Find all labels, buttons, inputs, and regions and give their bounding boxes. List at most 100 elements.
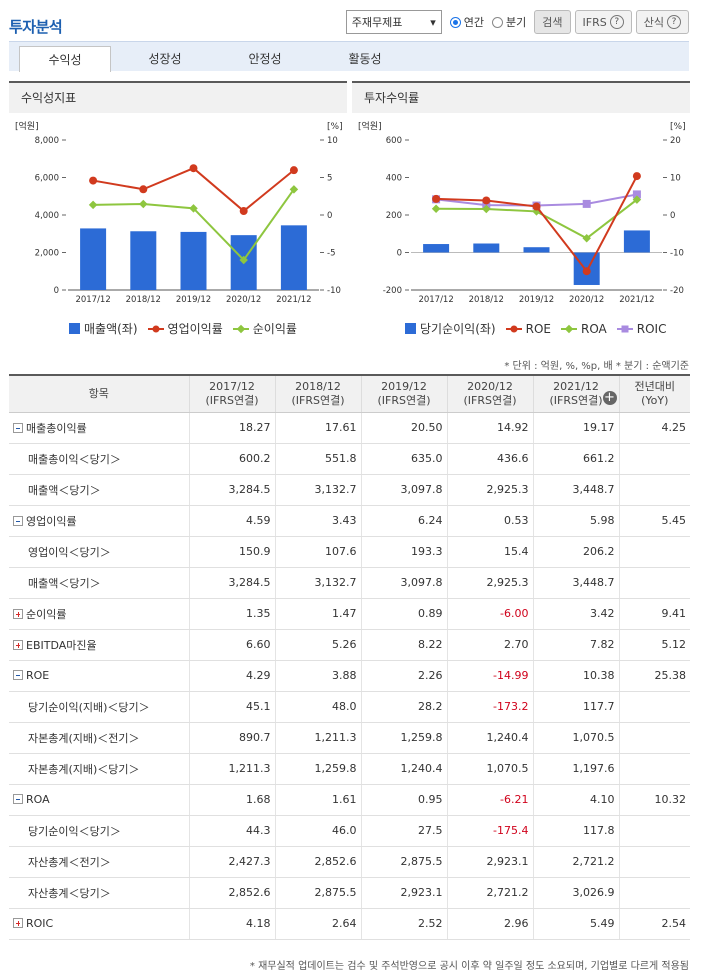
table-cell: 551.8	[274, 443, 361, 475]
radio-annual[interactable]: 연간	[449, 14, 484, 30]
tab-growth[interactable]: 성장성	[148, 52, 182, 66]
x-tick-label: 2019/12	[176, 295, 211, 305]
table-cell: -6.21	[446, 784, 533, 816]
right-tick-label: 10	[327, 136, 338, 146]
expand-icon[interactable]	[13, 608, 23, 619]
table-cell: 6.24	[360, 505, 447, 537]
legend-line-swatch	[147, 325, 164, 332]
table-row: 당기순이익(지배)＜당기＞ 45.1 48.0 28.2 -173.2 117.7	[9, 691, 690, 723]
radio-checked-icon	[449, 16, 461, 28]
table-cell: 2,925.3	[446, 474, 533, 506]
tab-stability[interactable]: 안정성	[248, 52, 282, 66]
table-cell: 17.61	[274, 412, 361, 444]
table-cell	[618, 536, 690, 568]
table-cell: 3,448.7	[532, 474, 619, 506]
table-cell: 2,875.5	[360, 846, 447, 878]
bar	[80, 228, 107, 290]
table-cell: 600.2	[188, 443, 275, 475]
legend-line-swatch	[232, 324, 249, 333]
legend-item: 당기순이익(좌)	[405, 320, 496, 337]
data-point	[482, 204, 491, 214]
x-tick-label: 2019/12	[519, 295, 554, 305]
column-header-line2: (IFRS연결)	[463, 393, 517, 407]
formula-button[interactable]: 산식 ?	[635, 10, 689, 34]
row-label-cell: ROA	[9, 784, 189, 816]
radio-quarter[interactable]: 분기	[492, 14, 526, 30]
collapse-icon[interactable]	[13, 670, 23, 680]
table-cell: 1,197.6	[532, 753, 619, 785]
table-cell	[618, 753, 690, 785]
table-cell: 3,097.8	[360, 474, 447, 506]
legend-label: 매출액(좌)	[84, 322, 138, 336]
add-column-icon[interactable]: +	[602, 389, 617, 405]
expand-icon[interactable]	[13, 918, 23, 928]
row-label-cell: 매출액＜당기＞	[9, 474, 189, 506]
collapse-icon[interactable]	[13, 794, 23, 804]
search-button[interactable]: 검색	[534, 10, 571, 34]
table-row: 영업이익률 4.59 3.43 6.24 0.53 5.98 5.45	[9, 505, 690, 537]
table-cell: 2,923.1	[360, 877, 447, 909]
data-point	[431, 204, 441, 213]
table-cell: 4.25	[618, 412, 690, 444]
expand-icon[interactable]	[13, 639, 23, 650]
data-point	[482, 196, 491, 205]
row-label-cell: 자산총계＜전기＞	[9, 846, 189, 878]
row-label: ROE	[26, 669, 50, 682]
x-tick-label: 2020/12	[226, 295, 261, 305]
table-cell: 3,097.8	[360, 567, 447, 599]
right-tick-label: 20	[670, 136, 681, 146]
table-cell: 4.59	[188, 505, 275, 537]
statement-select-value: 주재무제표	[351, 16, 403, 29]
table-cell: 48.0	[274, 691, 361, 723]
row-label: 영업이익률	[26, 514, 77, 528]
data-point	[139, 185, 148, 194]
row-label-cell: ROIC	[9, 908, 189, 940]
table-cell: 2.96	[446, 908, 533, 940]
table-cell: 46.0	[274, 815, 361, 847]
table-cell: 150.9	[188, 536, 275, 568]
chart-title: 수익성지표	[9, 81, 347, 113]
radio-quarter-label: 분기	[506, 16, 527, 29]
row-label-cell: 당기순이익＜당기＞	[9, 815, 189, 847]
tab-bar: 수익성 성장성 안정성 활동성	[9, 41, 689, 72]
chart-legend: 매출액(좌) 영업이익률 순이익률	[69, 320, 297, 337]
column-header-line1: 항목	[88, 386, 109, 400]
data-point	[632, 190, 641, 199]
collapse-icon[interactable]	[13, 515, 23, 526]
table-cell: 193.3	[360, 536, 447, 568]
tab-activity[interactable]: 활동성	[348, 52, 382, 66]
collapse-icon[interactable]	[13, 422, 23, 433]
data-point	[289, 166, 298, 175]
table-cell	[618, 474, 690, 506]
table-row: 영업이익＜당기＞ 150.9 107.6 193.3 15.4 206.2	[9, 536, 690, 568]
statement-select[interactable]: 주재무제표 ▾	[345, 10, 442, 34]
ifrs-button[interactable]: IFRS ?	[574, 10, 632, 34]
data-point	[289, 185, 299, 194]
chevron-down-icon: ▾	[430, 15, 436, 29]
table-row: ROA 1.68 1.61 0.95 -6.21 4.10 10.32	[9, 784, 690, 816]
table-cell: 2,427.3	[188, 846, 275, 878]
legend-item: ROE	[505, 322, 551, 336]
table-cell	[618, 567, 690, 599]
left-tick-label: 600	[386, 136, 402, 146]
table-cell: 1,240.4	[360, 753, 447, 785]
table-row: 매출액＜당기＞ 3,284.5 3,132.7 3,097.8 2,925.3 3,448…	[9, 474, 690, 506]
left-tick-label: 8,000	[35, 136, 59, 146]
row-label: ROA	[26, 793, 50, 806]
column-header: 2019/12 (IFRS연결)	[360, 374, 447, 413]
table-cell: 2,721.2	[446, 877, 533, 909]
table-cell: 3,132.7	[274, 567, 361, 599]
data-point	[532, 202, 541, 211]
table-row: 자산총계＜전기＞ 2,427.3 2,852.6 2,875.5 2,923.1 2,72…	[9, 846, 690, 878]
bar	[423, 244, 450, 253]
left-axis-unit: [억원]	[15, 120, 39, 132]
legend-line-swatch	[616, 325, 633, 332]
table-header-row: 항목 2017/12 (IFRS연결) 2018/12 (IFRS연결) 2019/12(…	[9, 374, 690, 413]
tab-profitability[interactable]: 수익성	[19, 46, 111, 72]
table-cell: 1,259.8	[274, 753, 361, 785]
table-cell: 2,852.6	[274, 846, 361, 878]
table-cell: 3,284.5	[188, 567, 275, 599]
data-point	[139, 199, 148, 209]
table-cell: 1,070.5	[532, 722, 619, 754]
legend-label: 영업이익률	[167, 322, 223, 336]
